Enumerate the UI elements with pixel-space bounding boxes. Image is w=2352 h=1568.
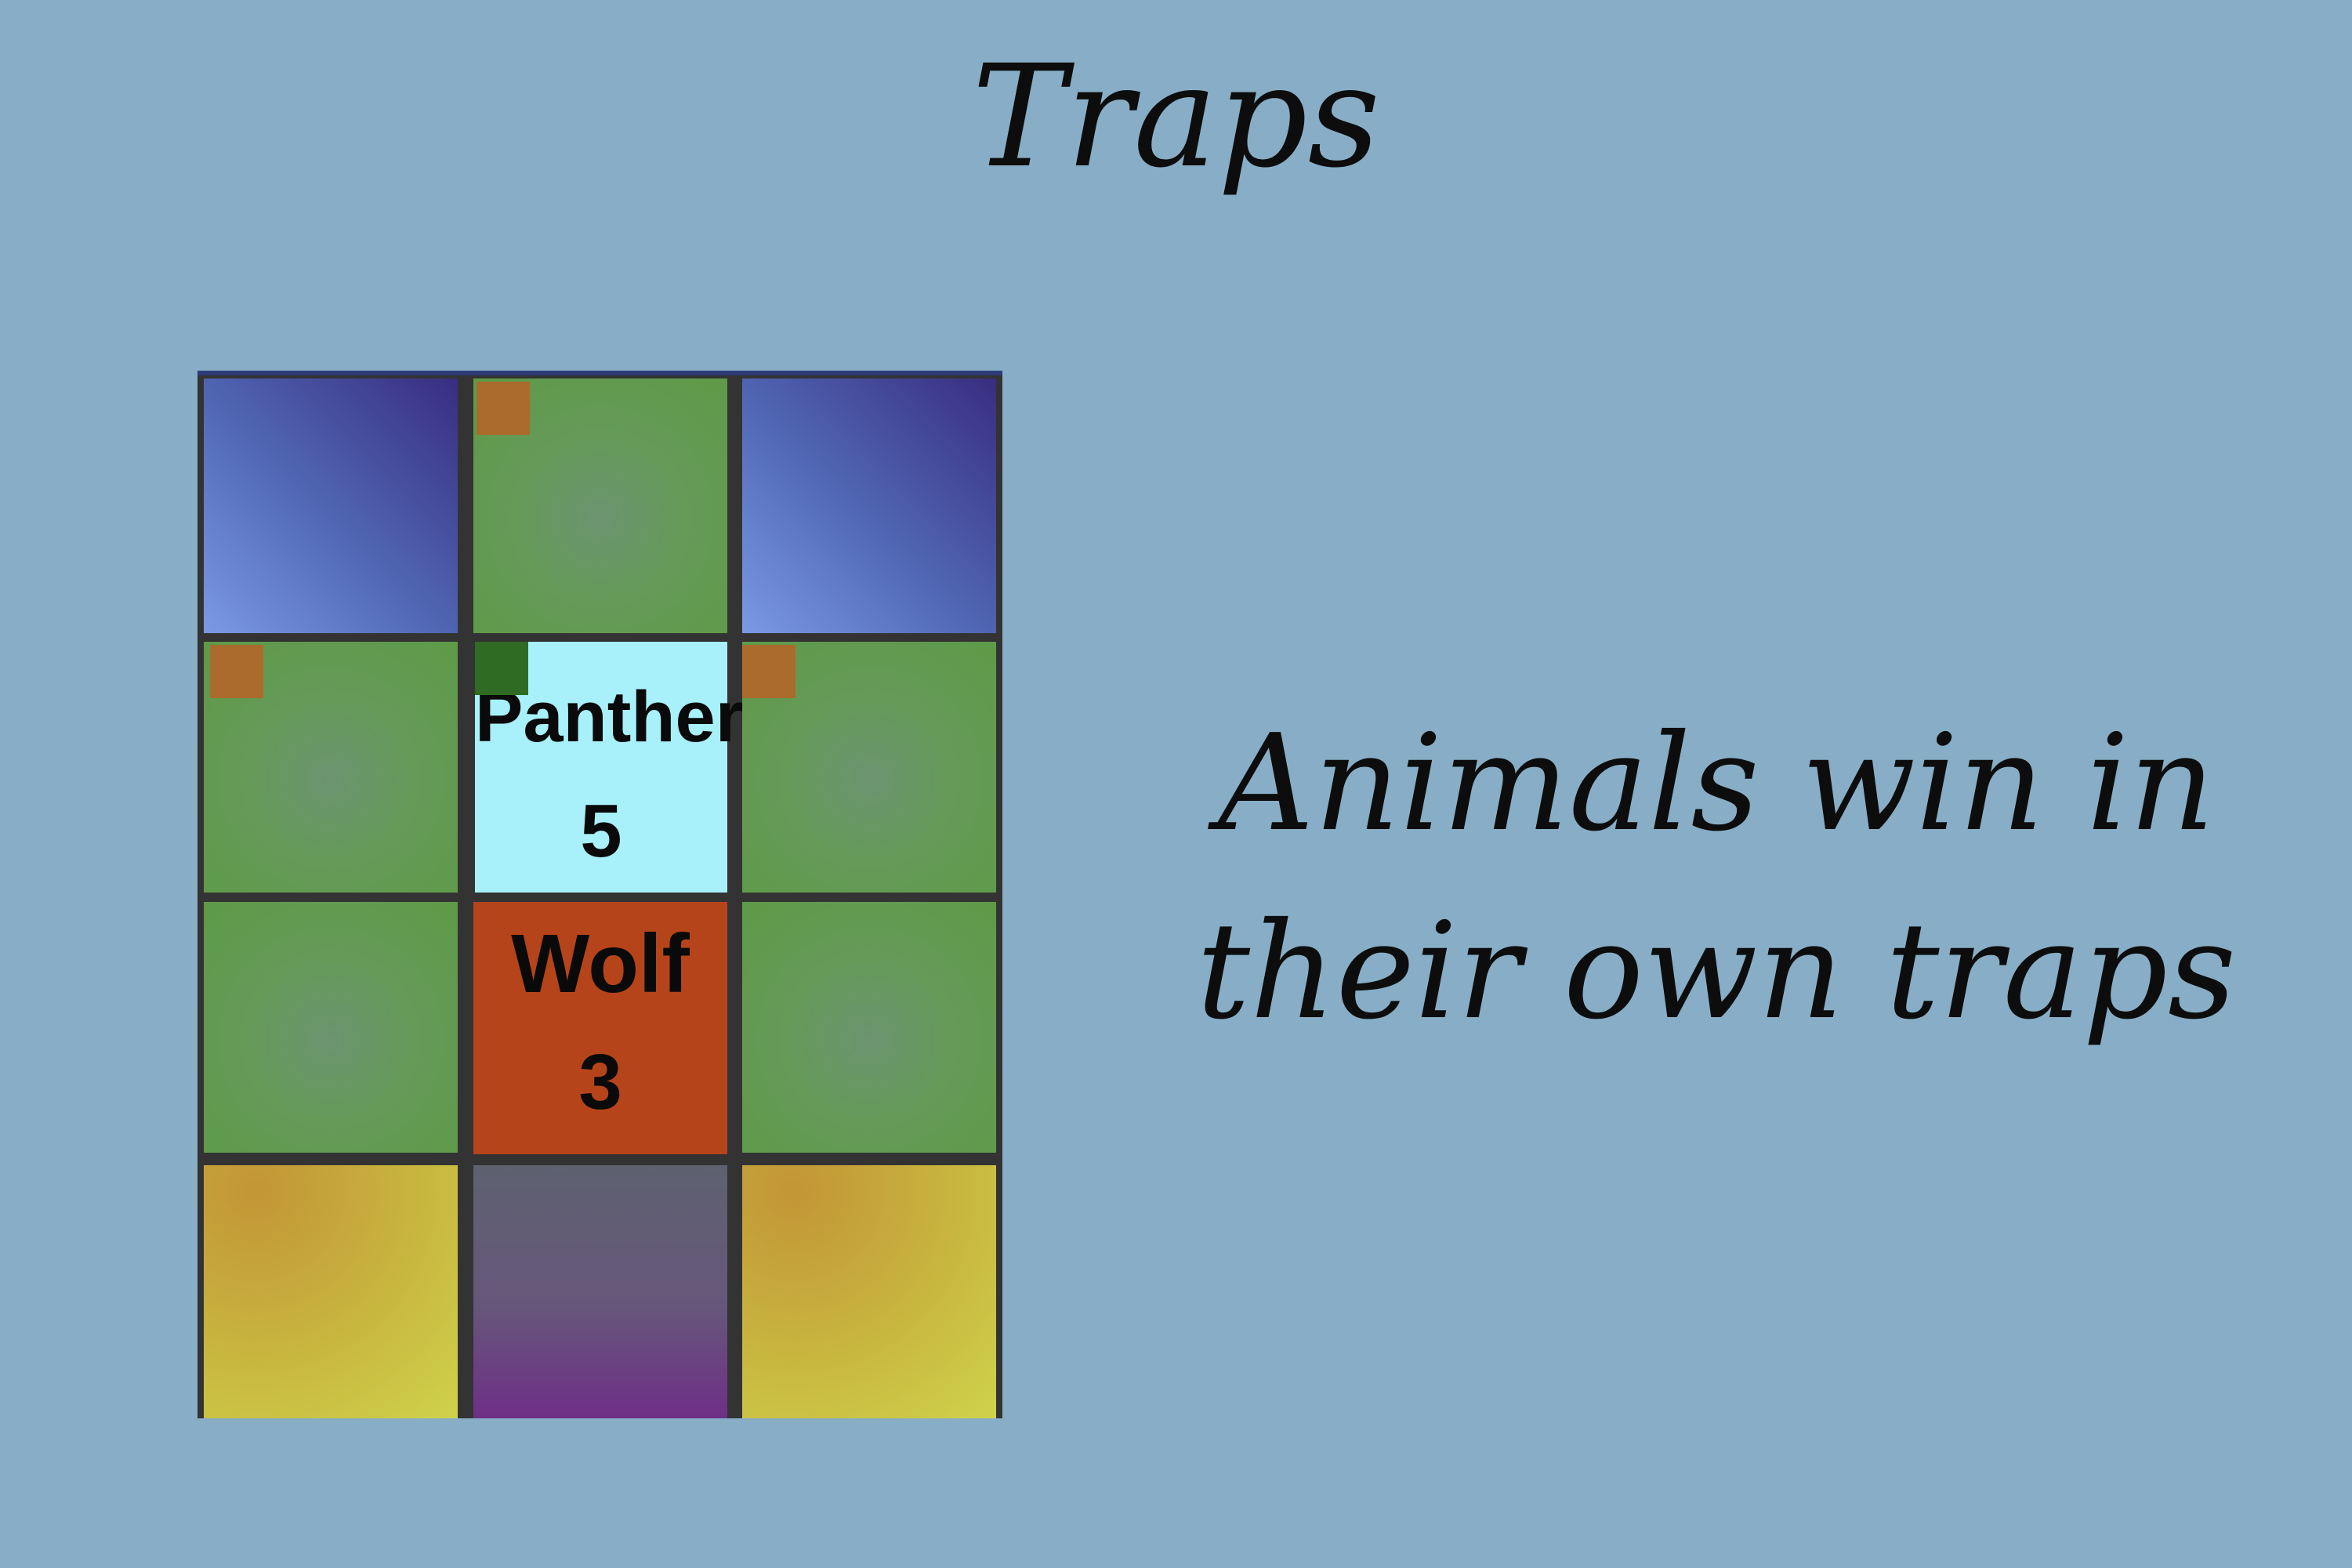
wolf-piece[interactable]: Wolf 3: [473, 902, 727, 1154]
panther-piece[interactable]: Panther 5: [475, 642, 744, 893]
piece-rank: 5: [580, 789, 622, 873]
page-title: Traps: [971, 35, 1380, 199]
water-cell[interactable]: [204, 378, 458, 633]
sand-cell[interactable]: [204, 1165, 458, 1418]
water-cell[interactable]: [742, 378, 996, 633]
den-cell[interactable]: [473, 1165, 727, 1418]
game-board: Panther 5 Wolf 3: [198, 371, 1002, 1418]
piece-name: Wolf: [511, 918, 690, 1010]
grass-cell[interactable]: [742, 902, 996, 1153]
grass-cell[interactable]: [204, 902, 458, 1153]
sand-cell[interactable]: [742, 1165, 996, 1418]
trap-cell[interactable]: [473, 378, 727, 633]
trap-marker: [477, 382, 530, 435]
caption-line-1: Animals win in: [1217, 706, 2216, 861]
trap-marker-own: [475, 642, 528, 695]
rule-caption: Animals win in their own traps: [1129, 690, 2304, 1066]
trap-marker: [210, 645, 263, 698]
piece-rank: 3: [578, 1038, 622, 1126]
trap-cell[interactable]: [204, 642, 458, 893]
trap-marker: [742, 645, 795, 698]
caption-line-2: their own traps: [1196, 894, 2237, 1049]
trap-cell[interactable]: [742, 642, 996, 893]
